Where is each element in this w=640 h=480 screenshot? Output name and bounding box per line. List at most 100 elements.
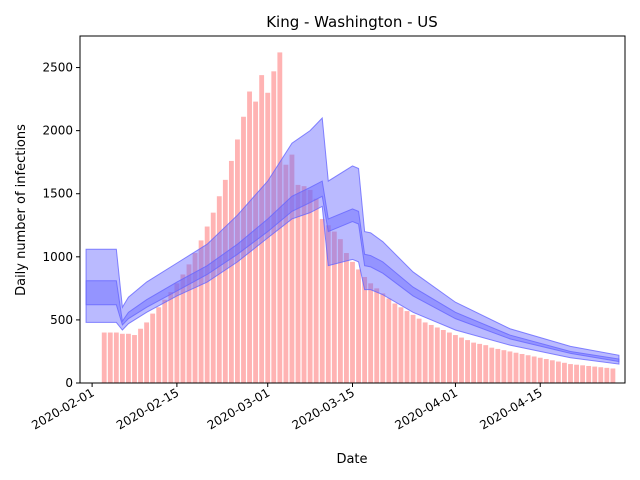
bar [416, 318, 422, 383]
bar [471, 342, 477, 383]
bar [350, 261, 355, 383]
bar [574, 364, 579, 383]
bar [198, 240, 204, 383]
bar [113, 332, 119, 383]
bar [604, 367, 610, 383]
bar [247, 91, 252, 384]
y-tick-label: 1500 [42, 187, 73, 201]
bar [465, 340, 470, 383]
bar [186, 264, 192, 383]
bar [592, 366, 598, 383]
bar [216, 196, 222, 383]
bar [368, 283, 374, 383]
bar [398, 307, 404, 383]
bar [138, 328, 143, 383]
bar [107, 332, 113, 383]
bar [537, 357, 543, 383]
bar [144, 322, 150, 383]
plot-area: 0 500 1000 1500 2000 2500 2020-02-01 2020-02-15… [29, 35, 626, 432]
bar [513, 352, 519, 383]
y-tick-label: 2000 [42, 124, 73, 138]
bar [174, 283, 180, 383]
bar [156, 307, 162, 383]
chart-title: King - Washington - US [266, 13, 438, 31]
x-tick-label: 2020-02-15 [114, 385, 181, 432]
bar [440, 330, 446, 383]
bar [531, 356, 537, 383]
bar [228, 160, 234, 383]
y-axis-label: Daily number of infections [14, 124, 29, 296]
bar [180, 274, 186, 383]
bar [126, 333, 131, 383]
x-tick-label: 2020-03-15 [290, 385, 357, 432]
bar [428, 324, 434, 383]
bar [192, 253, 198, 383]
bar [119, 333, 125, 383]
y-tick-label: 2500 [42, 61, 73, 75]
bar [549, 360, 555, 383]
bar [586, 365, 592, 383]
bar [392, 303, 398, 383]
bar [610, 368, 616, 383]
band-outer [85, 116, 620, 365]
x-tick-label: 2020-02-01 [29, 385, 96, 432]
bar [307, 189, 313, 383]
bar [543, 359, 549, 383]
bar [301, 186, 307, 383]
bar [422, 322, 428, 383]
bar [525, 355, 531, 383]
bar [277, 52, 283, 384]
bar [162, 299, 168, 383]
bar [319, 218, 325, 383]
y-tick-label: 500 [50, 313, 73, 327]
bar [150, 313, 156, 383]
bar [331, 231, 337, 383]
bar [555, 361, 561, 383]
bar [362, 277, 368, 383]
bar [325, 225, 331, 383]
bar [204, 226, 210, 383]
bar [507, 351, 513, 383]
y-tick-label: 1000 [42, 250, 73, 264]
bar [337, 239, 343, 383]
bar [380, 293, 386, 383]
bar [356, 269, 361, 383]
bar [410, 314, 416, 383]
bar [313, 198, 319, 383]
y-tick-label: 0 [65, 376, 73, 390]
bar [580, 365, 586, 383]
bar [489, 347, 495, 383]
bar [295, 184, 301, 383]
band-inner [85, 180, 620, 363]
x-tick-label: 2020-03-01 [205, 385, 272, 432]
bar [210, 212, 216, 383]
bar [598, 367, 604, 383]
bar [386, 298, 392, 383]
bar [495, 348, 501, 383]
bar [222, 179, 228, 383]
bar [453, 335, 458, 383]
bar [501, 350, 507, 383]
bar [374, 288, 380, 383]
bar [344, 253, 349, 383]
bar [519, 353, 525, 383]
bar [289, 154, 295, 383]
bar [562, 362, 567, 383]
bar [253, 101, 259, 384]
x-tick-label: 2020-04-15 [477, 385, 544, 432]
x-axis-label: Date [336, 452, 367, 467]
bar [434, 327, 440, 383]
bar [404, 311, 410, 383]
bar [459, 337, 464, 383]
bar [446, 332, 452, 383]
bar [477, 343, 483, 383]
bar [283, 164, 289, 383]
bar [259, 75, 265, 384]
bar [132, 335, 137, 383]
bar [101, 332, 107, 383]
x-tick-label: 2020-04-01 [393, 385, 460, 432]
bar [483, 345, 489, 383]
bar [168, 292, 174, 383]
bar [568, 364, 573, 383]
